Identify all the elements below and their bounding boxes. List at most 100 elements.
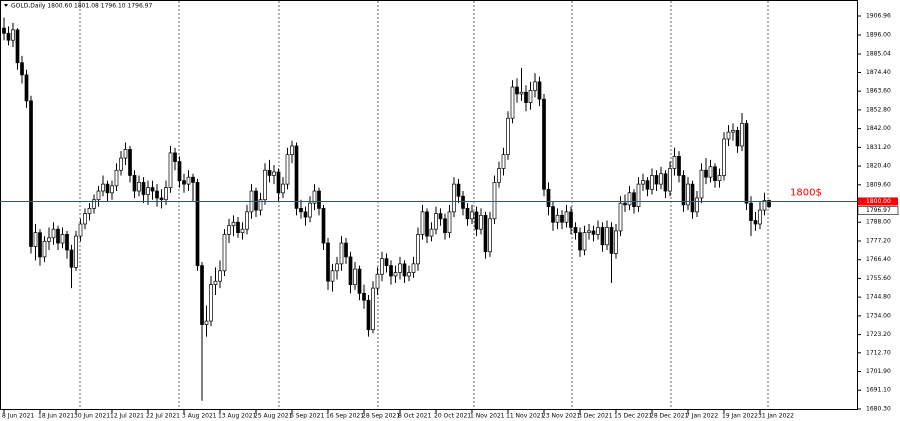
candle-body	[762, 200, 767, 211]
x-tick-label: 30 Jun 2021	[74, 413, 110, 420]
candle-body	[636, 183, 641, 207]
candle-body	[627, 192, 632, 206]
candle-body	[92, 199, 96, 209]
candle-body	[506, 117, 510, 155]
x-tick-label: 1 Nov 2021	[470, 413, 505, 420]
candle-body	[254, 190, 258, 211]
candle-body	[609, 227, 614, 254]
candle-body	[344, 242, 348, 258]
candle-body	[263, 169, 267, 201]
candle-body	[308, 202, 312, 218]
x-tick-label: 16 Sep 2021	[326, 413, 364, 420]
candle-body	[299, 208, 303, 213]
y-tick-label: 1691.10	[866, 387, 891, 394]
candle-body	[87, 208, 92, 214]
candle-body	[294, 145, 299, 209]
candle-body	[695, 197, 699, 213]
x-tick-label: 7 Jan 2022	[686, 413, 718, 420]
candle-body	[231, 221, 236, 227]
candle-body	[168, 152, 173, 188]
candle-body	[681, 175, 686, 206]
candle-body	[641, 180, 645, 185]
candle-body	[470, 211, 474, 220]
candle-body	[749, 202, 753, 221]
candle-body	[321, 208, 326, 244]
x-tick-label: 22 Jul 2021	[146, 413, 180, 420]
candle-body	[389, 265, 393, 277]
candle-body	[114, 169, 119, 187]
candle-body	[146, 187, 150, 195]
candle-body	[461, 195, 465, 209]
x-tick-label: 19 Jan 2022	[722, 413, 758, 420]
candle-body	[20, 62, 24, 76]
candle-body	[528, 90, 533, 103]
candle-body	[546, 188, 551, 207]
candle-body	[74, 235, 78, 268]
candle-body	[335, 263, 339, 272]
y-tick-label: 1874.40	[866, 69, 891, 76]
candle-body	[6, 32, 11, 41]
candle-body	[24, 74, 29, 102]
x-tick-label: 6 Sep 2021	[290, 413, 324, 420]
candle-body	[245, 211, 249, 230]
candle-body	[438, 213, 443, 220]
candle-body	[740, 123, 744, 147]
candle-body	[96, 190, 101, 201]
candle-body	[672, 156, 677, 169]
candle-body	[767, 200, 771, 208]
candle-body	[618, 202, 623, 232]
candle-body	[708, 166, 713, 178]
y-tick-label: 1712.70	[866, 349, 891, 356]
candle-body	[353, 268, 357, 286]
y-tick-label: 1852.80	[866, 106, 891, 113]
candle-body	[281, 183, 285, 194]
candle-body	[15, 29, 20, 64]
candle-body	[479, 214, 483, 230]
candle-body	[596, 227, 600, 235]
candle-body	[483, 214, 488, 253]
candle-body	[227, 225, 231, 235]
candles	[2, 17, 771, 401]
candle-body	[731, 130, 735, 133]
candle-body	[407, 272, 411, 277]
candle-body	[686, 183, 690, 206]
separators	[79, 1, 769, 409]
x-tick-label: 20 Oct 2021	[434, 413, 471, 420]
candle-body	[497, 168, 501, 183]
candle-body	[155, 190, 159, 199]
candle-body	[348, 256, 353, 286]
price-label: 1796.97	[866, 207, 891, 214]
candle-body	[312, 190, 317, 204]
candle-body	[551, 206, 555, 223]
candle-body	[425, 211, 429, 237]
candle-body	[411, 263, 416, 273]
y-tick-label: 1766.40	[866, 256, 891, 263]
candle-body	[339, 242, 344, 265]
candle-body	[362, 292, 366, 301]
candle-body	[605, 227, 609, 246]
candle-body	[465, 208, 470, 220]
y-tick-label: 1701.90	[866, 368, 891, 375]
candle-body	[447, 211, 452, 234]
candle-body	[11, 29, 15, 41]
candle-body	[159, 197, 164, 201]
candle-body	[267, 169, 272, 176]
y-tick-label: 1896.00	[866, 32, 891, 39]
candle-body	[69, 249, 74, 268]
candle-body	[402, 263, 407, 277]
candle-body	[78, 223, 83, 237]
y-tick-label: 1777.20	[866, 237, 891, 244]
price-label-box	[857, 206, 899, 215]
y-tick-label: 1755.60	[866, 275, 891, 282]
candle-body	[659, 173, 663, 185]
candle-body	[47, 237, 51, 242]
y-tick-label: 1744.80	[866, 294, 891, 301]
y-tick-label: 1820.40	[866, 163, 891, 170]
y-tick-label: 1842.00	[866, 125, 891, 132]
candle-body	[452, 183, 456, 213]
x-tick-label: 12 Jul 2021	[110, 413, 144, 420]
menu-icon	[4, 4, 8, 7]
x-tick-label: 25 Aug 2021	[254, 413, 293, 420]
y-tick-label: 1863.60	[866, 88, 891, 95]
